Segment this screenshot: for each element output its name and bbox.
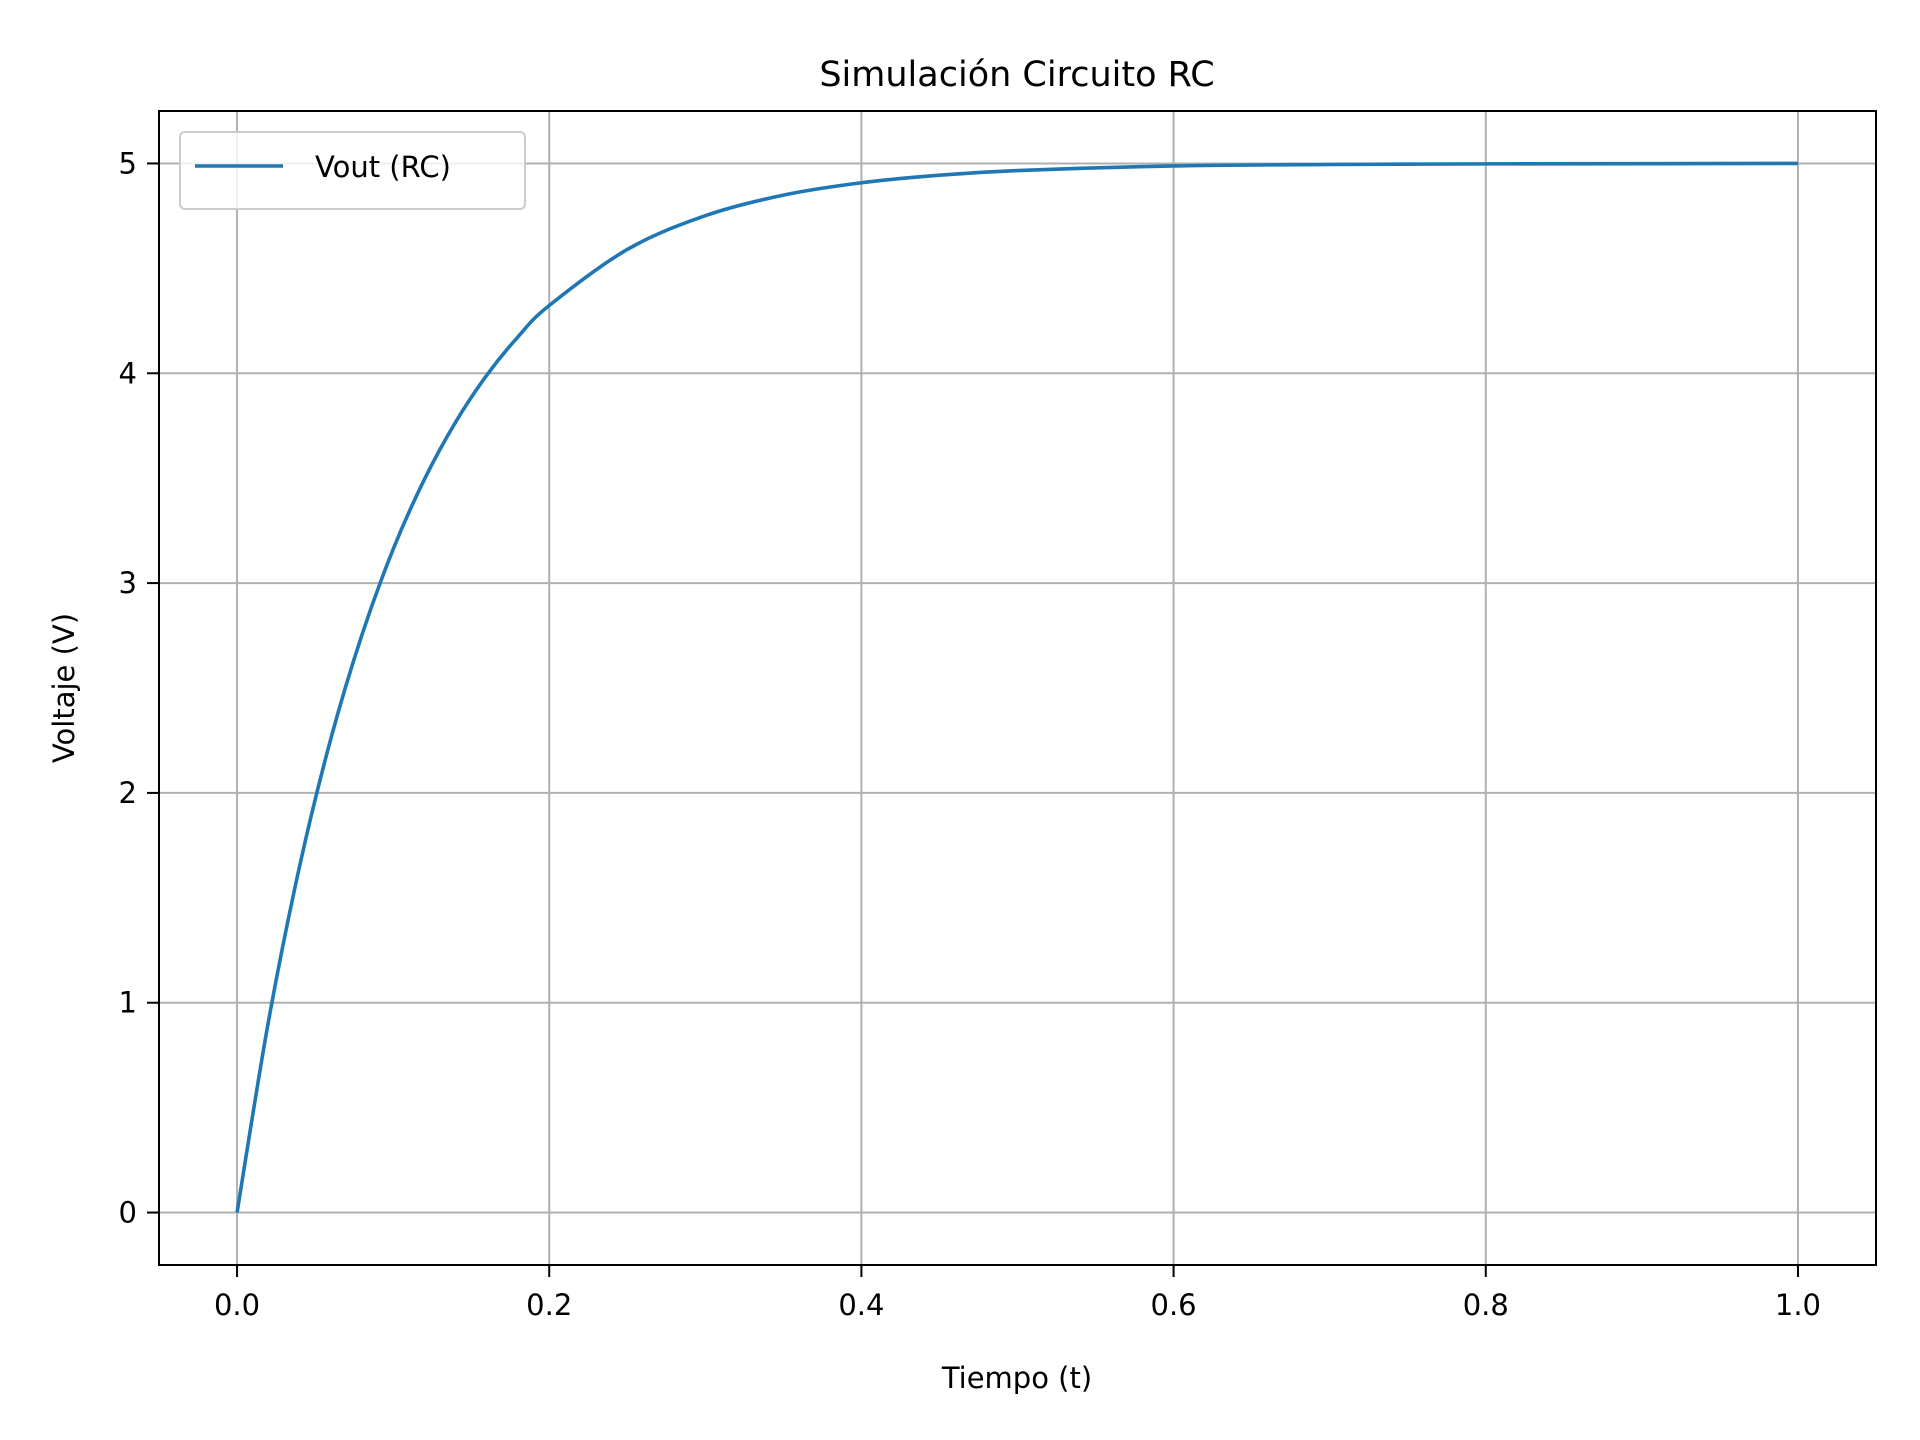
x-tick-label: 0.4: [838, 1288, 884, 1322]
legend-label: Vout (RC): [315, 150, 451, 184]
series-line-vout: [235, 161, 1798, 1213]
x-tick-label: 0.2: [526, 1288, 572, 1322]
y-axis-label: Voltaje (V): [47, 613, 81, 763]
x-tick-label: 0.6: [1151, 1288, 1197, 1322]
grid: [159, 111, 1876, 1265]
x-axis-label: Tiempo (t): [941, 1361, 1092, 1395]
x-tick-label: 0.0: [214, 1288, 260, 1322]
x-tick-label: 0.8: [1463, 1288, 1509, 1322]
ticks: 0.0 0.2 0.4 0.6 0.8 1.0 0 1 2 3 4 5: [119, 146, 1821, 1322]
y-tick-label: 3: [119, 566, 137, 600]
y-tick-label: 1: [119, 986, 137, 1020]
y-tick-label: 0: [119, 1196, 137, 1230]
x-tick-label: 1.0: [1775, 1288, 1821, 1322]
series-layer: [235, 161, 1798, 1213]
y-tick-label: 2: [119, 776, 137, 810]
y-tick-label: 4: [119, 356, 137, 390]
legend: Vout (RC): [179, 131, 526, 210]
axes-frame: [158, 110, 1877, 1266]
y-tick-label: 5: [119, 146, 137, 180]
legend-box: [179, 131, 526, 210]
chart-title: Simulación Circuito RC: [819, 55, 1214, 95]
